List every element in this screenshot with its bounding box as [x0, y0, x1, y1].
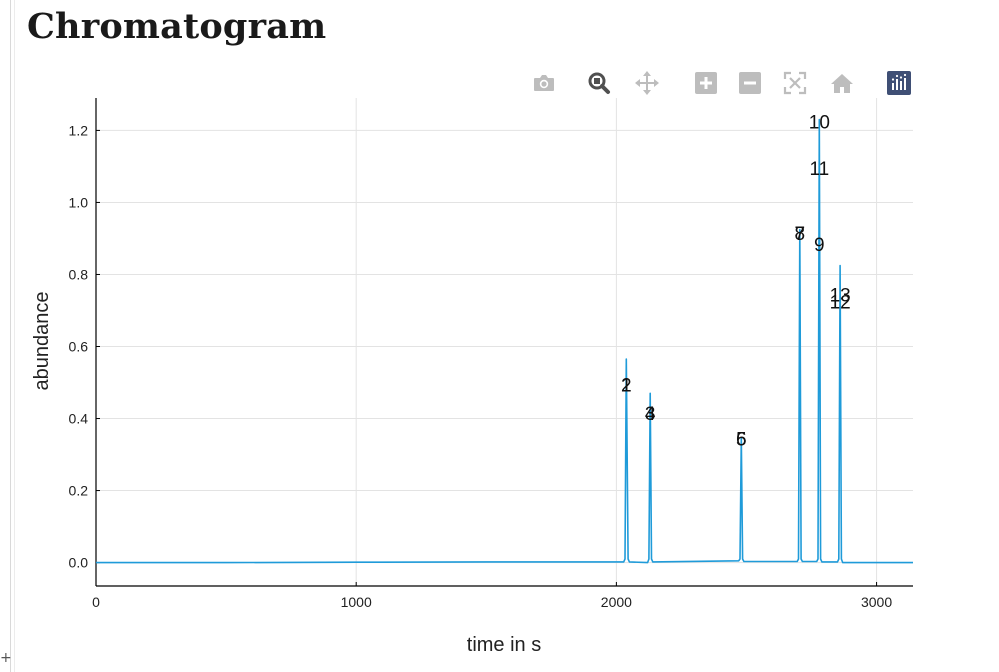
page-title: Chromatogram — [27, 6, 327, 47]
reset-axes-icon[interactable] — [829, 70, 855, 96]
plotly-logo-icon[interactable] — [886, 70, 912, 96]
pan-icon[interactable] — [634, 70, 660, 96]
y-tick-label: 0.4 — [69, 411, 89, 427]
peak-label: 4 — [645, 404, 656, 425]
peak-label: 13 — [830, 285, 851, 306]
resize-handle-icon[interactable]: + — [0, 650, 12, 666]
y-tick-label: 0.0 — [69, 555, 89, 571]
peak-label: 6 — [736, 429, 747, 450]
series-line[interactable] — [96, 118, 913, 564]
grid-lines — [95, 98, 913, 586]
peak-label: 12 — [830, 292, 851, 313]
y-tick-label: 0.6 — [69, 339, 89, 355]
axes: 0 1000 2000 3000 0.0 0.2 0.4 0.6 0.8 1.0 1.2 — [69, 98, 913, 610]
x-axis-label: time in s — [467, 634, 541, 656]
y-tick-label: 0.8 — [69, 266, 89, 282]
plot-modebar — [528, 68, 918, 98]
x-tick-label: 3000 — [861, 594, 892, 610]
y-axis-label: abundance — [31, 292, 53, 391]
peak-label: 3 — [645, 404, 656, 425]
zoom-icon[interactable] — [586, 70, 612, 96]
x-tick-label: 0 — [92, 594, 100, 610]
peak-label: 1 — [621, 375, 632, 396]
camera-icon[interactable] — [531, 70, 557, 96]
left-border-inner — [14, 0, 15, 672]
y-tick-label: 1.0 — [69, 194, 89, 210]
y-tick-label: 1.2 — [69, 122, 89, 138]
x-tick-label: 1000 — [341, 594, 372, 610]
autoscale-icon[interactable] — [782, 70, 808, 96]
peak-label: 8 — [795, 224, 806, 245]
peak-label: 5 — [736, 429, 747, 450]
peak-label: 7 — [795, 224, 806, 245]
peak-label: 2 — [621, 375, 632, 396]
peak-label: 11 — [809, 159, 829, 180]
series-layer — [96, 118, 913, 564]
zoom-out-icon[interactable] — [737, 70, 763, 96]
zoom-in-icon[interactable] — [693, 70, 719, 96]
y-tick-label: 0.2 — [69, 483, 89, 499]
peak-label: 9 — [814, 235, 825, 256]
left-border — [10, 0, 11, 672]
peak-label: 10 — [809, 112, 830, 133]
x-tick-label: 2000 — [601, 594, 632, 610]
